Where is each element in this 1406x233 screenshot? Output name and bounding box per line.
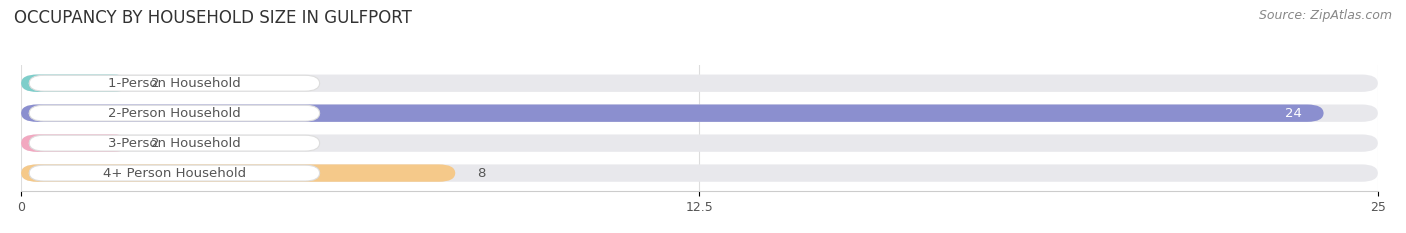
FancyBboxPatch shape xyxy=(30,135,319,151)
FancyBboxPatch shape xyxy=(21,164,456,182)
Text: 8: 8 xyxy=(477,167,485,180)
Text: OCCUPANCY BY HOUSEHOLD SIZE IN GULFPORT: OCCUPANCY BY HOUSEHOLD SIZE IN GULFPORT xyxy=(14,9,412,27)
Text: 3-Person Household: 3-Person Household xyxy=(108,137,240,150)
FancyBboxPatch shape xyxy=(21,75,1378,92)
FancyBboxPatch shape xyxy=(30,75,319,91)
Text: 1-Person Household: 1-Person Household xyxy=(108,77,240,90)
FancyBboxPatch shape xyxy=(21,104,1323,122)
FancyBboxPatch shape xyxy=(21,75,129,92)
FancyBboxPatch shape xyxy=(21,134,129,152)
Text: 2: 2 xyxy=(152,137,160,150)
FancyBboxPatch shape xyxy=(21,134,1378,152)
Text: 24: 24 xyxy=(1285,107,1302,120)
Text: Source: ZipAtlas.com: Source: ZipAtlas.com xyxy=(1258,9,1392,22)
FancyBboxPatch shape xyxy=(30,165,319,181)
FancyBboxPatch shape xyxy=(30,105,319,121)
Text: 2-Person Household: 2-Person Household xyxy=(108,107,240,120)
FancyBboxPatch shape xyxy=(21,164,1378,182)
FancyBboxPatch shape xyxy=(21,104,1378,122)
Text: 2: 2 xyxy=(152,77,160,90)
Text: 4+ Person Household: 4+ Person Household xyxy=(103,167,246,180)
